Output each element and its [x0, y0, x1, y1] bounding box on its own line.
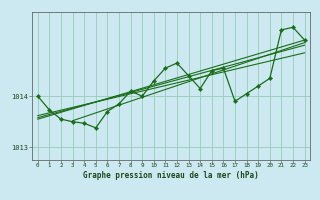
X-axis label: Graphe pression niveau de la mer (hPa): Graphe pression niveau de la mer (hPa) [83, 171, 259, 180]
